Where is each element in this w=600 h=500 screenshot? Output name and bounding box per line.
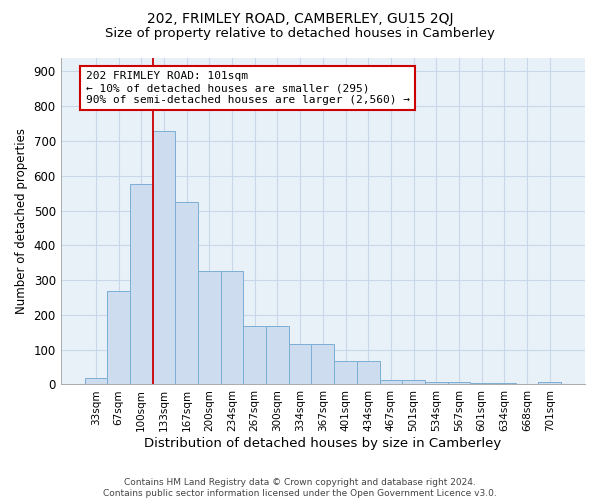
Bar [198, 272, 221, 384]
Bar [152, 130, 175, 384]
Bar [538, 382, 561, 384]
Bar [85, 378, 107, 384]
Text: 202, FRIMLEY ROAD, CAMBERLEY, GU15 2QJ: 202, FRIMLEY ROAD, CAMBERLEY, GU15 2QJ [147, 12, 453, 26]
Text: Size of property relative to detached houses in Camberley: Size of property relative to detached ho… [105, 28, 495, 40]
Bar [380, 380, 402, 384]
Bar [402, 380, 425, 384]
Bar [425, 382, 448, 384]
Bar [175, 202, 198, 384]
Bar [244, 326, 266, 384]
Text: 202 FRIMLEY ROAD: 101sqm
← 10% of detached houses are smaller (295)
90% of semi-: 202 FRIMLEY ROAD: 101sqm ← 10% of detach… [86, 72, 410, 104]
Bar [130, 184, 152, 384]
Bar [107, 290, 130, 384]
Bar [357, 361, 380, 384]
Bar [221, 272, 244, 384]
Bar [289, 344, 311, 385]
Bar [493, 382, 516, 384]
Y-axis label: Number of detached properties: Number of detached properties [15, 128, 28, 314]
Bar [448, 382, 470, 384]
X-axis label: Distribution of detached houses by size in Camberley: Distribution of detached houses by size … [144, 437, 502, 450]
Bar [266, 326, 289, 384]
Bar [334, 361, 357, 384]
Bar [311, 344, 334, 385]
Bar [470, 382, 493, 384]
Text: Contains HM Land Registry data © Crown copyright and database right 2024.
Contai: Contains HM Land Registry data © Crown c… [103, 478, 497, 498]
